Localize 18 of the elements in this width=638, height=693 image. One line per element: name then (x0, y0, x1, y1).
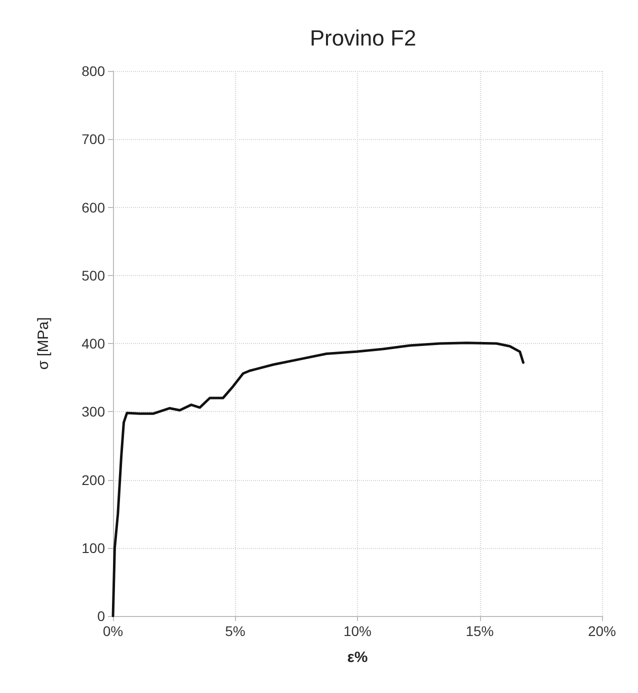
y-tick-label: 300 (82, 404, 106, 420)
x-axis-title: ε% (347, 649, 368, 666)
line-series (112, 342, 525, 618)
x-tick-label: 15% (466, 623, 494, 639)
y-tick-label: 500 (82, 267, 106, 284)
chart-title: Provino F2 (310, 26, 416, 50)
y-tick-label: 700 (82, 131, 106, 148)
y-tick-label: 100 (82, 540, 106, 556)
y-axis-title: σ [MPa] (35, 317, 52, 370)
x-tick-label: 0% (102, 623, 124, 639)
y-tick-label: 200 (82, 472, 106, 488)
y-tick-label: 0 (97, 608, 106, 624)
y-tick-label: 600 (82, 199, 106, 216)
x-tick-label: 5% (225, 623, 246, 639)
x-tick-label: 20% (588, 623, 616, 639)
y-tick-label: 400 (82, 336, 106, 352)
y-tick-label: 800 (82, 63, 106, 79)
x-tick-label: 10% (343, 623, 372, 639)
